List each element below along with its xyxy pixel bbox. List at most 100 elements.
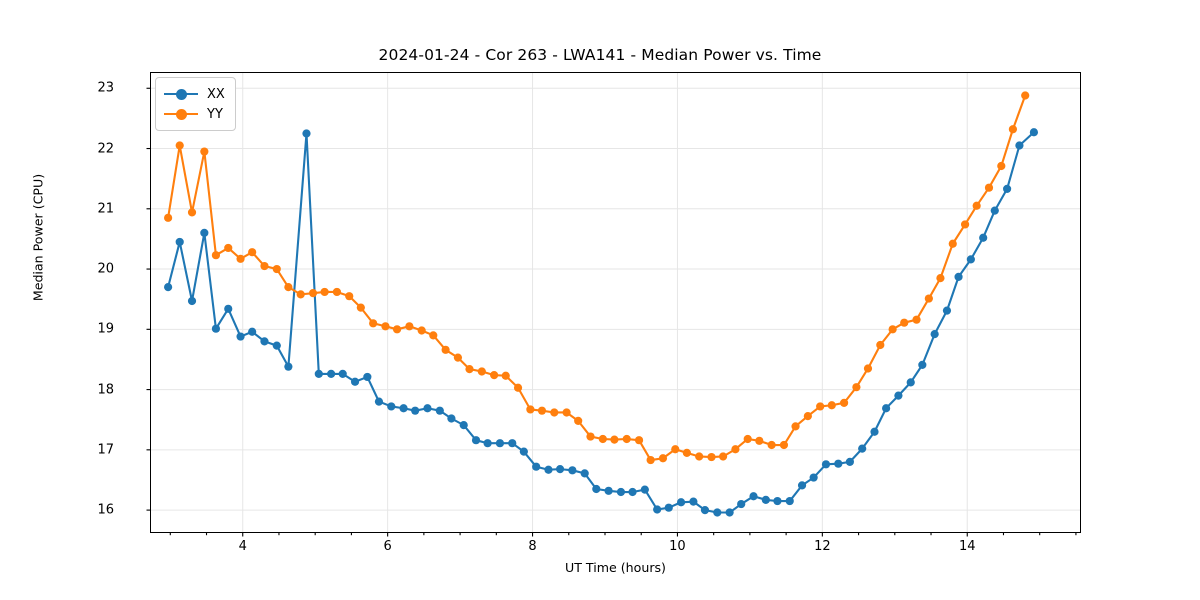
data-point-yy [429, 331, 438, 340]
data-point-yy [248, 248, 257, 257]
data-point-xx [435, 406, 444, 415]
data-point-xx [236, 332, 245, 341]
data-point-xx [447, 414, 456, 423]
plot-area [150, 72, 1081, 533]
y-tick-label: 19 [97, 321, 114, 337]
data-point-yy [936, 273, 945, 283]
legend-item-yy[interactable]: YY [164, 104, 225, 124]
data-point-xx [338, 369, 347, 379]
data-point-yy [320, 287, 329, 297]
data-point-yy [1008, 125, 1018, 134]
data-point-yy [743, 434, 752, 444]
data-point-xx [821, 460, 831, 469]
data-point-xx [894, 391, 903, 400]
data-point-xx [990, 206, 999, 215]
data-point-xx [966, 255, 975, 264]
data-point-xx [628, 487, 637, 497]
data-point-yy [175, 141, 184, 150]
chart-legend[interactable]: XX YY [155, 77, 236, 131]
data-point-xx [495, 439, 505, 448]
data-point-yy [200, 147, 209, 156]
data-point-xx [725, 508, 734, 517]
x-tick-label: 8 [528, 539, 537, 554]
data-point-xx [1015, 141, 1024, 150]
data-point-xx [350, 377, 360, 386]
data-point-xx [272, 341, 281, 350]
data-point-yy [972, 201, 981, 210]
legend-label-yy: YY [207, 106, 223, 122]
data-point-yy [948, 239, 957, 248]
data-point-xx [532, 462, 541, 471]
data-point-yy [562, 408, 571, 417]
data-point-xx [640, 485, 649, 494]
data-point-yy [779, 440, 789, 450]
data-point-yy [984, 183, 994, 192]
data-point-yy [441, 345, 450, 354]
data-point-yy [622, 434, 631, 444]
data-point-xx [882, 404, 891, 413]
page-title: 2024-01-24 - Cor 263 - LWA141 - Median P… [378, 46, 822, 64]
data-point-xx [187, 296, 197, 306]
data-point-xx [1003, 184, 1012, 194]
data-point-yy [816, 402, 825, 411]
data-point-xx [616, 487, 626, 497]
data-point-xx [387, 402, 396, 411]
data-point-yy [332, 287, 342, 297]
data-point-xx [374, 397, 384, 406]
data-point-yy [682, 448, 691, 457]
data-point-yy [308, 289, 318, 298]
data-point-xx [211, 324, 221, 333]
data-point-yy [646, 455, 655, 465]
data-point-yy [658, 454, 668, 463]
data-point-xx [906, 378, 915, 387]
data-point-yy [598, 434, 607, 444]
y-tick-label: 18 [97, 382, 114, 398]
data-point-yy [187, 208, 197, 217]
data-point-xx [785, 496, 794, 506]
legend-swatch-yy [164, 107, 198, 121]
x-tick-label: 6 [383, 539, 392, 554]
data-point-yy [224, 243, 233, 253]
data-point-xx [580, 469, 589, 478]
data-point-yy [707, 452, 716, 462]
data-point-yy [405, 322, 414, 331]
data-point-xx [423, 404, 432, 413]
data-point-xx [284, 362, 293, 371]
data-point-xx [363, 372, 372, 382]
data-point-yy [369, 319, 378, 328]
data-point-yy [526, 405, 535, 414]
data-point-xx [314, 369, 323, 379]
x-tick-label: 12 [814, 539, 831, 554]
data-point-yy [501, 371, 510, 380]
data-point-yy [803, 411, 812, 421]
data-point-yy [490, 371, 499, 380]
data-point-yy [731, 445, 740, 454]
data-point-xx [979, 233, 988, 242]
data-point-yy [586, 432, 595, 441]
data-point-xx [749, 492, 758, 501]
data-point-xx [737, 499, 746, 509]
data-point-yy [465, 364, 474, 374]
x-axis-label: UT Time (hours) [565, 560, 666, 575]
y-tick-label: 17 [97, 442, 114, 458]
legend-item-xx[interactable]: XX [164, 84, 225, 104]
data-point-xx [954, 272, 963, 281]
data-point-xx [399, 404, 408, 413]
data-point-yy [695, 452, 704, 461]
data-point-xx [797, 481, 807, 490]
data-point-yy [1021, 91, 1030, 100]
data-point-xx [555, 465, 565, 474]
data-point-xx [175, 237, 184, 247]
data-point-yy [392, 325, 402, 334]
data-point-xx [700, 506, 710, 515]
y-tick-label: 21 [97, 201, 114, 217]
data-point-yy [888, 325, 897, 334]
data-point-yy [863, 364, 873, 373]
data-point-xx [327, 369, 336, 379]
data-point-yy [791, 422, 800, 431]
data-point-yy [550, 408, 559, 417]
data-point-xx [713, 508, 722, 517]
data-point-xx [653, 505, 662, 514]
legend-swatch-xx [164, 87, 198, 101]
data-point-xx [568, 466, 577, 475]
